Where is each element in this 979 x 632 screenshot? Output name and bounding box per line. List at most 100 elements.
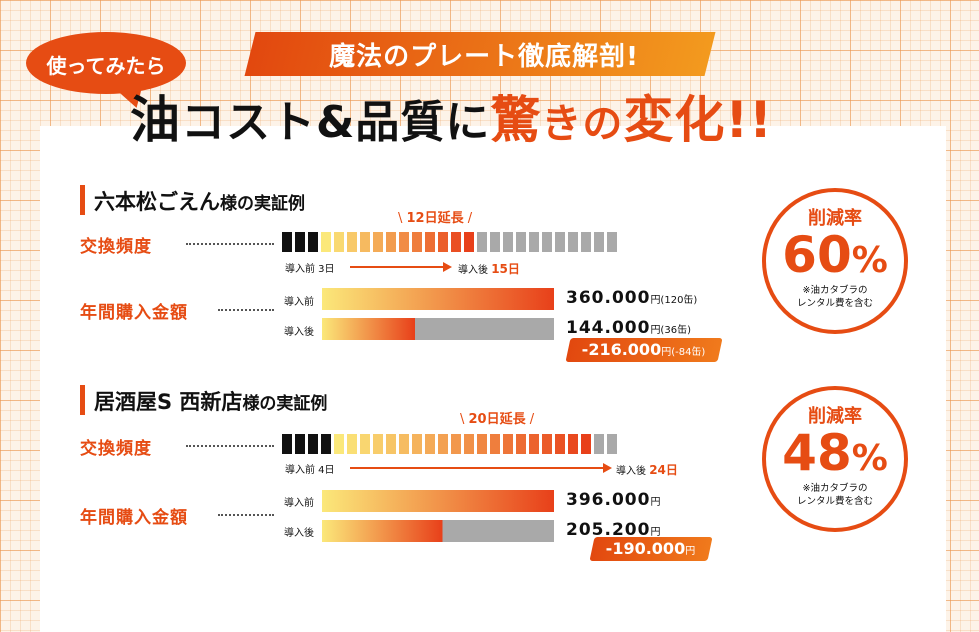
frequency-segment xyxy=(555,232,565,252)
case1-price-before: 360.000円(120缶) xyxy=(566,288,698,308)
case2-rate-circle xyxy=(762,386,908,532)
leader-dots xyxy=(218,309,274,311)
frequency-segment xyxy=(295,434,305,454)
case2-bar-before xyxy=(322,490,554,512)
frequency-segment xyxy=(542,434,552,454)
frequency-segment xyxy=(477,434,487,454)
case2-after-days: 導入後 24日 xyxy=(616,463,678,477)
frequency-segment xyxy=(386,232,396,252)
frequency-segment xyxy=(581,434,591,454)
frequency-segment xyxy=(425,434,435,454)
frequency-segment xyxy=(568,232,578,252)
headline: 油コスト&品質に驚きの変化!! xyxy=(130,80,773,152)
case2-price-before: 396.000円 xyxy=(566,490,661,510)
frequency-segment xyxy=(464,434,474,454)
case1-title-suffix: 様の実証例 xyxy=(220,194,305,214)
frequency-segment xyxy=(451,434,461,454)
frequency-segment xyxy=(334,232,344,252)
case1-after-days: 導入後 15日 xyxy=(458,262,520,276)
case2-frequency-bar xyxy=(282,434,617,454)
case1-before-days: 導入前 3日 xyxy=(285,264,335,275)
headline-part: 変化 xyxy=(623,91,726,149)
case1-purchase-label: 年間購入金額 xyxy=(80,303,188,323)
case1-bar-before-label: 導入前 xyxy=(284,297,314,308)
frequency-segment xyxy=(503,434,513,454)
case2-extension: \ 20日延長 / xyxy=(460,412,535,427)
case1-rate-circle xyxy=(762,188,908,334)
frequency-segment xyxy=(321,434,331,454)
frequency-segment xyxy=(581,232,591,252)
frequency-segment xyxy=(360,232,370,252)
case1-bar-before xyxy=(322,288,554,310)
case2-arrow xyxy=(350,467,604,469)
leader-dots xyxy=(186,243,274,245)
case1-rate-label: 削減率 xyxy=(808,208,862,229)
leader-dots xyxy=(218,514,274,516)
frequency-segment xyxy=(347,232,357,252)
frequency-segment xyxy=(594,434,604,454)
case1-title: 六本松ごえん様の実証例 xyxy=(94,186,305,216)
frequency-segment xyxy=(425,232,435,252)
case2-title-suffix: 様の実証例 xyxy=(242,394,328,414)
frequency-segment xyxy=(438,232,448,252)
speech-bubble-text: 使ってみたら xyxy=(46,54,166,78)
frequency-segment xyxy=(503,232,513,252)
speech-bubble xyxy=(26,32,186,94)
frequency-segment xyxy=(308,434,318,454)
frequency-segment xyxy=(347,434,357,454)
frequency-segment xyxy=(412,232,422,252)
leader-dots xyxy=(186,445,274,447)
case2-note: ※油カタブラの レンタル費を含む xyxy=(796,483,873,507)
case2-purchase-label: 年間購入金額 xyxy=(80,508,188,528)
frequency-segment xyxy=(607,434,617,454)
case1-bar-after-label: 導入後 xyxy=(284,327,314,338)
frequency-segment xyxy=(542,232,552,252)
case2-rate-value: 48% xyxy=(782,424,888,482)
frequency-segment xyxy=(308,232,318,252)
frequency-segment xyxy=(529,232,539,252)
case1-note: ※油カタブラの レンタル費を含む xyxy=(796,285,873,309)
frequency-segment xyxy=(282,232,292,252)
case2-price-after: 205.200円 xyxy=(566,520,661,540)
section-marker xyxy=(80,385,85,415)
case2-title: 居酒屋S 西新店様の実証例 xyxy=(94,386,327,416)
frequency-segment xyxy=(438,434,448,454)
frequency-segment xyxy=(555,434,565,454)
frequency-segment xyxy=(399,232,409,252)
case1-frequency-bar xyxy=(282,232,617,252)
frequency-segment xyxy=(568,434,578,454)
frequency-segment xyxy=(529,434,539,454)
headline-part: の xyxy=(582,101,624,147)
frequency-segment xyxy=(477,232,487,252)
case2-title-main: 居酒屋S 西新店 xyxy=(94,390,243,414)
headline-part: コスト&品質 xyxy=(181,97,446,148)
frequency-segment xyxy=(373,232,383,252)
case1-freq-label: 交換頻度 xyxy=(80,237,152,257)
frequency-segment xyxy=(607,232,617,252)
section-marker xyxy=(80,185,85,215)
frequency-segment xyxy=(516,232,526,252)
case2-freq-label: 交換頻度 xyxy=(80,439,152,459)
case1-extension: \ 12日延長 / xyxy=(398,211,473,226)
frequency-segment xyxy=(321,232,331,252)
case1-arrow xyxy=(350,266,444,268)
case1-rate-value: 60% xyxy=(782,226,888,284)
frequency-segment xyxy=(412,434,422,454)
case1-title-main: 六本松ごえん xyxy=(94,190,220,214)
arrow-head-icon xyxy=(603,463,612,473)
frequency-segment xyxy=(490,434,500,454)
frequency-segment xyxy=(334,434,344,454)
case1-bar-after xyxy=(322,318,554,340)
case1-diff-badge: -216.000円(-84缶) xyxy=(565,338,723,362)
case2-bar-after xyxy=(322,520,554,542)
headline-part: き xyxy=(541,101,583,147)
headline-part: 油 xyxy=(130,91,181,149)
frequency-segment xyxy=(464,232,474,252)
frequency-segment xyxy=(490,232,500,252)
arrow-head-icon xyxy=(443,262,452,272)
case2-bar-after-label: 導入後 xyxy=(284,528,314,539)
case2-bar-before-label: 導入前 xyxy=(284,498,314,509)
headline-part: 驚 xyxy=(490,91,542,149)
frequency-segment xyxy=(516,434,526,454)
frequency-segment xyxy=(386,434,396,454)
